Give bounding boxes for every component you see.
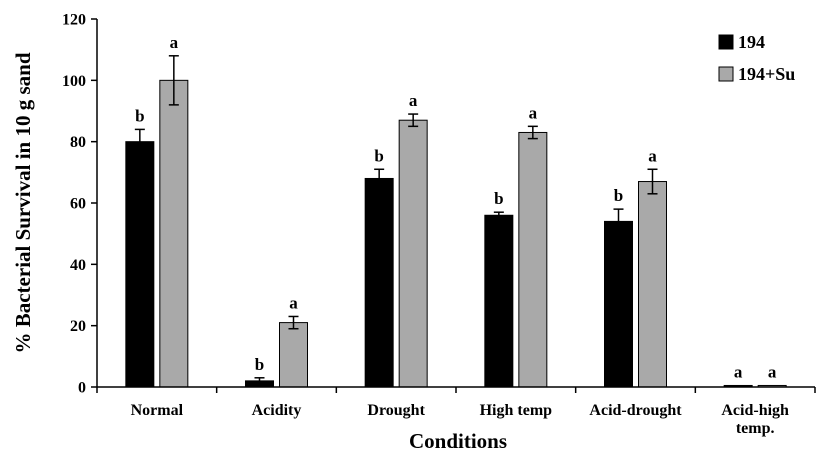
significance-label-0-5: a — [734, 362, 743, 381]
legend-swatch-1 — [718, 66, 734, 82]
axes-layer: 0 20 40 60 80 100 120 — [62, 12, 816, 397]
significance-label-0-1: b — [255, 355, 264, 374]
bar-0-0 — [125, 141, 155, 388]
y-tick-label-80: 80 — [70, 134, 86, 151]
bar-1-3 — [518, 131, 548, 388]
category-label-line: temp. — [736, 420, 775, 437]
category-label-3: High temp — [480, 402, 553, 419]
category-label-line: Drought — [367, 402, 425, 419]
y-tick-label-100: 100 — [62, 73, 86, 90]
bar-0-2 — [364, 177, 394, 388]
category-label-line: Normal — [131, 402, 184, 419]
significance-label-1-1: a — [289, 293, 298, 312]
category-label-line: Acid-drought — [589, 402, 682, 419]
category-label-4: Acid-drought — [589, 402, 682, 419]
bar-1-1 — [279, 322, 308, 388]
category-label-5: Acid-high temp. — [721, 402, 789, 437]
significance-label-1-5: a — [768, 362, 777, 381]
significance-label-1-3: a — [529, 103, 538, 122]
category-label-line: High temp — [480, 402, 553, 419]
significance-label-1-4: a — [648, 146, 657, 165]
legend-swatch-0 — [718, 34, 734, 50]
category-label-line: Acidity — [252, 402, 302, 419]
bar-0-3 — [484, 214, 514, 388]
significance-label-1-2: a — [409, 91, 418, 110]
legend-label-0: 194 — [738, 32, 765, 52]
y-tick-label-0: 0 — [78, 380, 86, 397]
bar-1-0 — [159, 79, 189, 388]
legend-label-1: 194+Su — [738, 64, 795, 84]
y-axis-title: % Bacterial Survival in 10 g sand — [11, 52, 35, 353]
category-label-0: Normal — [131, 402, 184, 419]
significance-label-0-3: b — [494, 189, 503, 208]
bars-layer — [125, 55, 787, 388]
bar-1-2 — [398, 119, 428, 388]
significance-label-0-4: b — [614, 186, 623, 205]
y-tick-label-60: 60 — [70, 196, 86, 213]
significance-label-0-2: b — [374, 146, 383, 165]
labels-layer: Normal Acidity Drought High temp Acid-drough… — [131, 33, 789, 437]
y-tick-label-40: 40 — [70, 257, 86, 274]
significance-label-0-0: b — [135, 106, 144, 125]
category-label-2: Drought — [367, 402, 425, 419]
y-tick-label-120: 120 — [62, 12, 86, 29]
category-label-line: Acid-high — [721, 402, 789, 419]
bar-1-4 — [638, 181, 667, 388]
x-axis-title: Conditions — [409, 429, 507, 453]
category-label-1: Acidity — [252, 402, 302, 419]
significance-label-1-0: a — [170, 33, 179, 52]
bar-0-4 — [604, 220, 633, 388]
y-tick-label-20: 20 — [70, 318, 86, 335]
legend: 194 194+Su — [718, 32, 795, 84]
